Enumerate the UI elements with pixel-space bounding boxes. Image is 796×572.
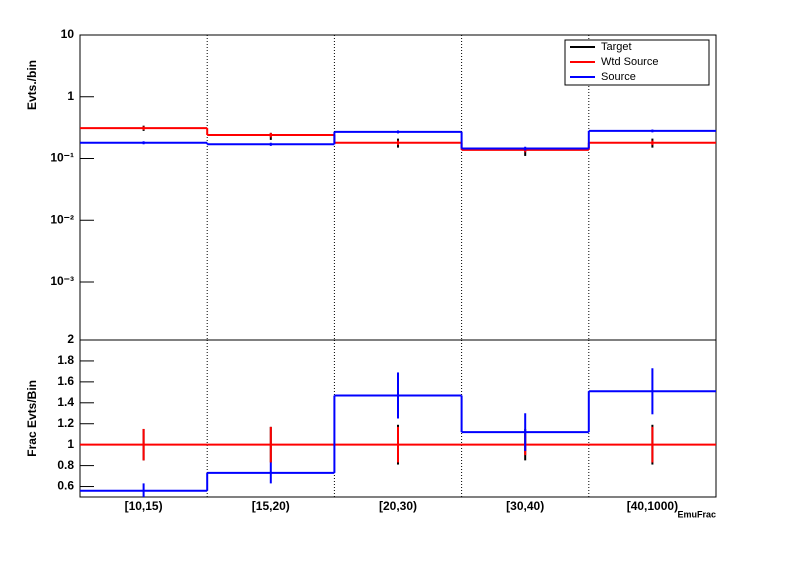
- y-tick-label: 1: [67, 89, 74, 103]
- y-axis-label: Frac Evts/Bin: [25, 380, 39, 457]
- y-tick-label: 0.6: [57, 479, 74, 493]
- y-tick-label: 1.6: [57, 374, 74, 388]
- y-tick-label: 1.2: [57, 416, 74, 430]
- x-tick-label: [10,15): [125, 499, 163, 513]
- x-tick-label: [40,1000): [627, 499, 678, 513]
- x-tick-label: [20,30): [379, 499, 417, 513]
- y-tick-label: 1.4: [57, 395, 74, 409]
- y-tick-label: 1: [67, 437, 74, 451]
- x-tick-label: [15,20): [252, 499, 290, 513]
- legend-label: Target: [601, 41, 632, 53]
- plot-frame: [79, 339, 717, 498]
- y-tick-label: 0.8: [57, 458, 74, 472]
- y-tick-label: 2: [67, 332, 74, 346]
- y-tick-label: 1.8: [57, 353, 74, 367]
- x-tick-label: [30,40): [506, 499, 544, 513]
- legend-label: Wtd Source: [601, 56, 658, 68]
- y-tick-label: 10⁻²: [50, 212, 74, 226]
- y-axis-label: Evts./bin: [25, 60, 39, 110]
- y-tick-label: 10⁻³: [50, 274, 74, 288]
- x-axis-label: EmuFrac: [677, 509, 716, 519]
- legend-label: Source: [601, 71, 636, 83]
- y-tick-label: 10: [61, 27, 75, 41]
- y-tick-label: 10⁻¹: [50, 151, 74, 165]
